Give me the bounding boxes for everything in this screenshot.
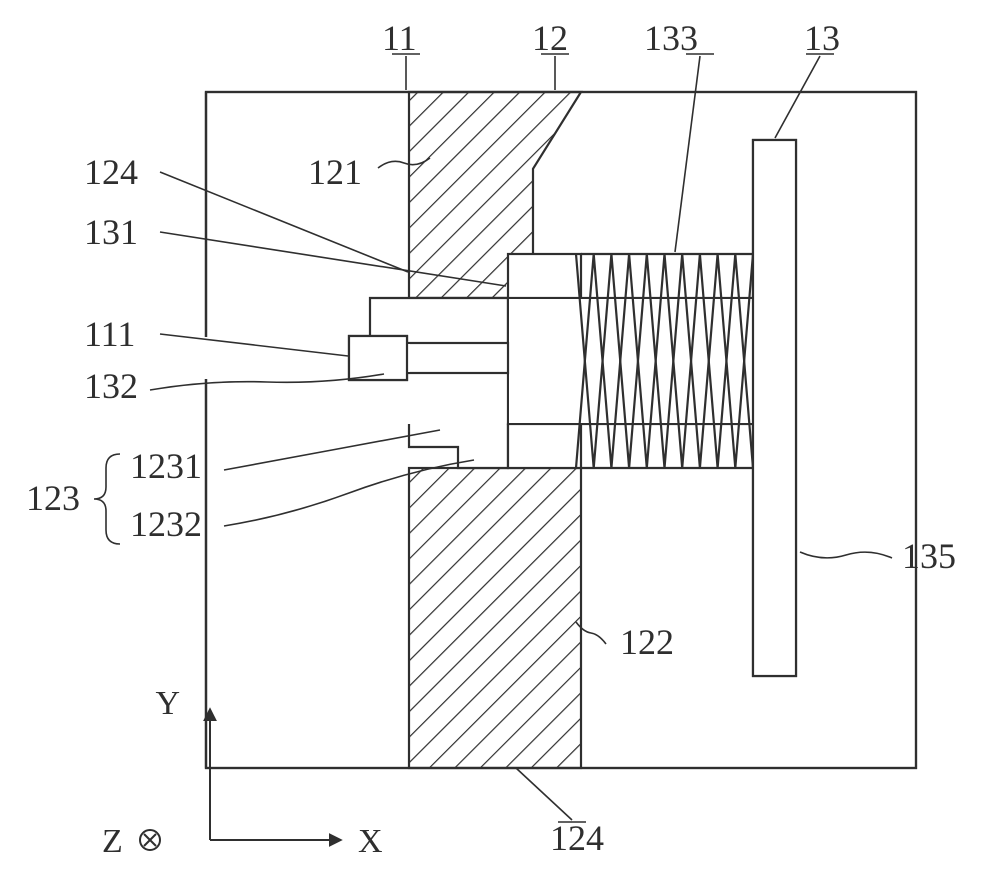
label-11: 11 bbox=[382, 18, 417, 58]
label-1231: 1231 bbox=[130, 446, 202, 486]
label-133: 133 bbox=[644, 18, 698, 58]
diagram-stage: Y X Z 11 12 133 13 121 124 131 111 132 1231 1232 123 13… bbox=[0, 0, 1000, 874]
diagram-svg: Y X Z 11 12 133 13 121 124 131 111 132 1231 1232 123 13… bbox=[0, 0, 1000, 874]
svg-text:X: X bbox=[358, 823, 383, 860]
label-132: 132 bbox=[84, 366, 138, 406]
label-121: 121 bbox=[308, 152, 362, 192]
label-124t: 124 bbox=[84, 152, 138, 192]
label-1232: 1232 bbox=[130, 504, 202, 544]
label-12: 12 bbox=[532, 18, 568, 58]
label-123: 123 bbox=[26, 478, 80, 518]
label-135: 135 bbox=[902, 536, 956, 576]
svg-text:Y: Y bbox=[155, 685, 180, 722]
svg-text:Z: Z bbox=[102, 823, 123, 860]
label-111: 111 bbox=[84, 314, 135, 354]
label-131: 131 bbox=[84, 212, 138, 252]
label-13: 13 bbox=[804, 18, 840, 58]
label-122: 122 bbox=[620, 622, 674, 662]
label-124b: 124 bbox=[550, 818, 604, 858]
